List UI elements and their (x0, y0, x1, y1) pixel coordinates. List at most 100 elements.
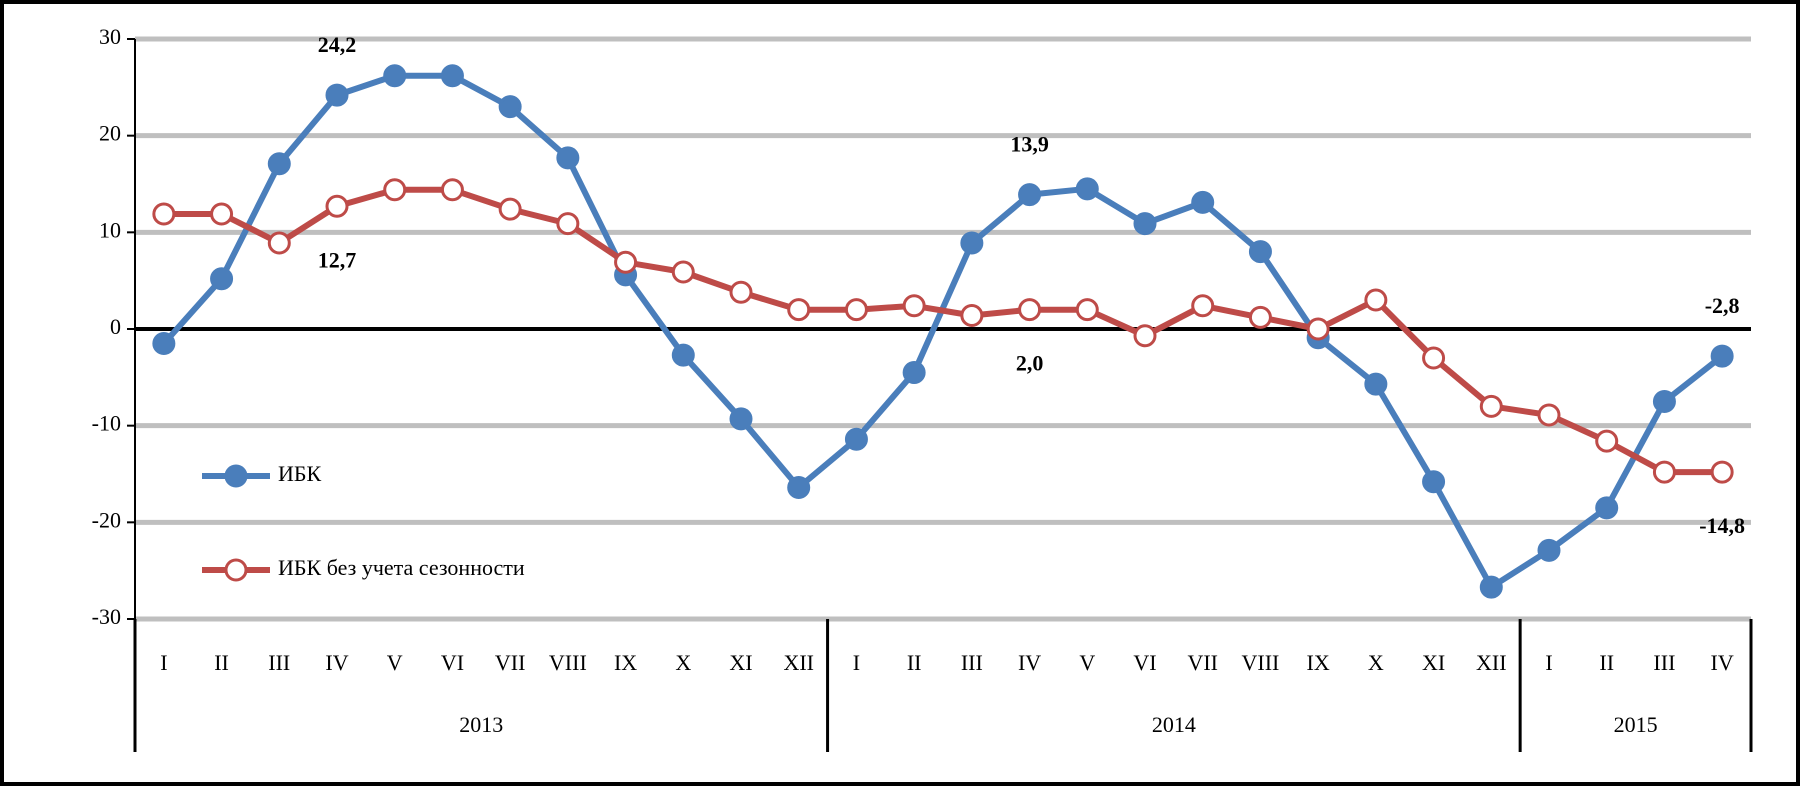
x-tick-label: XI (1422, 650, 1445, 675)
point (440, 178, 464, 202)
x-tick-label: X (675, 650, 691, 675)
x-tick-label: V (387, 650, 403, 675)
point (1422, 470, 1446, 494)
x-tick-label: II (214, 650, 229, 675)
point (1248, 305, 1272, 329)
point (1537, 538, 1561, 562)
value-label: 24,2 (318, 32, 357, 57)
x-tick-label: I (160, 650, 167, 675)
point (1595, 496, 1619, 520)
point (383, 64, 407, 88)
point (844, 427, 868, 451)
x-tick-label: IV (325, 650, 348, 675)
x-tick-label: XI (729, 650, 752, 675)
x-tick-label: III (1653, 650, 1675, 675)
value-label: -2,8 (1705, 293, 1740, 318)
point (1710, 460, 1734, 484)
x-tick-label: I (1545, 650, 1552, 675)
point (267, 152, 291, 176)
x-tick-label: III (961, 650, 983, 675)
point (1595, 429, 1619, 453)
value-label: 12,7 (318, 247, 357, 272)
y-tick-label: 30 (99, 24, 121, 49)
point (152, 202, 176, 226)
point (1652, 390, 1676, 413)
x-tick-label: IV (1711, 650, 1734, 675)
x-tick-label: V (1079, 650, 1095, 675)
point (1018, 183, 1042, 207)
y-tick-label: 0 (110, 314, 121, 339)
point (1133, 212, 1157, 236)
point (671, 260, 695, 284)
group-label: 2015 (1614, 712, 1658, 737)
point (210, 267, 234, 291)
point (960, 231, 984, 255)
point (556, 212, 580, 236)
legend-label: ИБК (278, 461, 322, 486)
y-tick-label: -30 (92, 604, 121, 629)
x-tick-label: II (907, 650, 922, 675)
point (1075, 177, 1099, 201)
point (325, 194, 349, 218)
x-tick-label: VI (1133, 650, 1156, 675)
point (210, 202, 234, 226)
x-tick-label: IX (1307, 650, 1330, 675)
x-tick-label: VIII (1241, 650, 1279, 675)
x-tick-label: II (1599, 650, 1614, 675)
point (498, 95, 522, 119)
point (1191, 294, 1215, 318)
x-tick-label: IV (1018, 650, 1041, 675)
y-tick-label: 20 (99, 121, 121, 146)
value-label: 2,0 (1016, 351, 1044, 376)
point (671, 343, 695, 367)
x-tick-label: VII (1187, 650, 1218, 675)
legend-label: ИБК без учета сезонности (278, 555, 525, 580)
y-tick-label: 10 (99, 217, 121, 242)
point (1191, 190, 1215, 214)
point (1133, 324, 1157, 348)
point (844, 298, 868, 322)
point (1018, 298, 1042, 322)
point (1306, 317, 1330, 341)
point (1479, 394, 1503, 418)
point (902, 294, 926, 318)
series-line (163, 186, 1723, 476)
x-tick-label: XII (1476, 650, 1507, 675)
x-tick-label: IX (614, 650, 637, 675)
point (1364, 372, 1388, 396)
point (787, 476, 811, 500)
point (1422, 346, 1446, 370)
x-tick-label: VIII (549, 650, 587, 675)
legend-marker (224, 558, 248, 582)
x-tick-label: I (853, 650, 860, 675)
point (556, 146, 580, 170)
x-tick-label: III (268, 650, 290, 675)
point (614, 250, 638, 274)
point (440, 64, 464, 88)
point (152, 332, 176, 355)
group-label: 2013 (459, 712, 503, 737)
x-tick-label: XII (783, 650, 814, 675)
y-tick-label: -10 (92, 411, 121, 436)
point (325, 83, 349, 107)
value-label: -14,8 (1699, 513, 1745, 538)
point (902, 361, 926, 384)
x-tick-label: VI (441, 650, 464, 675)
point (960, 303, 984, 327)
point (729, 407, 753, 431)
point (729, 280, 753, 304)
x-tick-label: X (1368, 650, 1384, 675)
point (383, 178, 407, 202)
point (267, 231, 291, 255)
point (498, 197, 522, 221)
point (1710, 344, 1734, 368)
point (1537, 403, 1561, 427)
group-label: 2014 (1152, 712, 1196, 737)
x-tick-label: VII (495, 650, 526, 675)
legend-marker (224, 464, 248, 488)
point (1479, 575, 1503, 599)
point (1652, 460, 1676, 484)
value-label: 13,9 (1010, 132, 1049, 157)
